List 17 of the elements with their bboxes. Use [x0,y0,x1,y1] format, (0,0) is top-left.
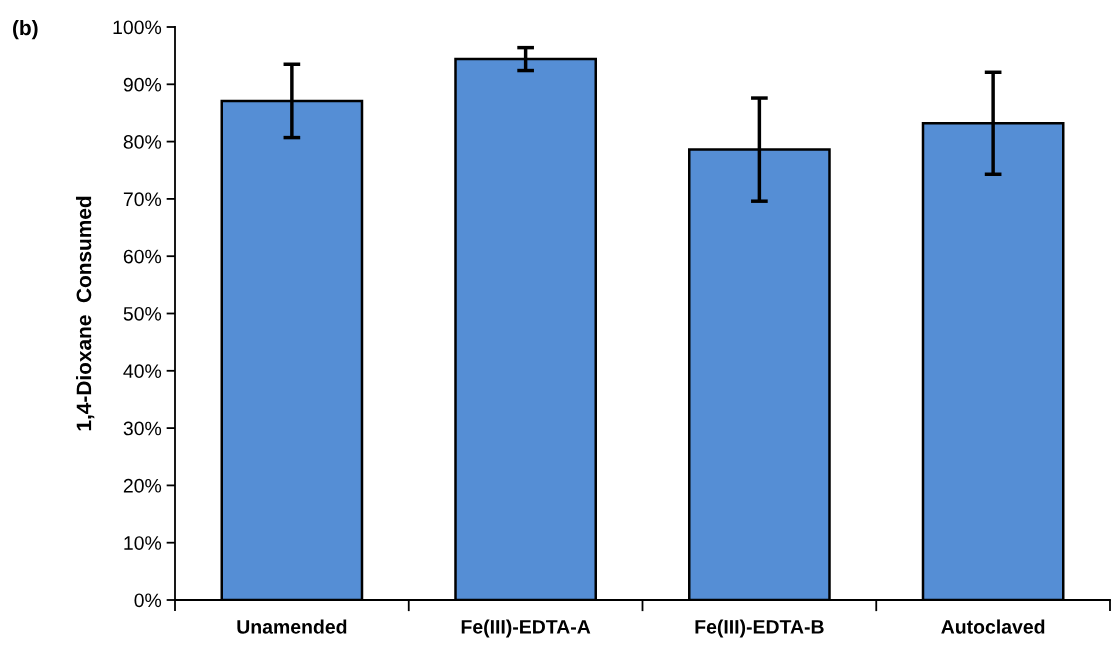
y-tick-label: 60% [123,249,162,264]
y-tick-label: 0% [134,593,162,608]
y-tick-label: 30% [123,421,162,436]
x-tick-label: Fe(III)-EDTA-B [695,619,824,638]
y-tick-label: 20% [123,478,162,493]
x-tick-label: Autoclaved [941,619,1045,634]
y-tick-label: 100% [113,20,162,35]
y-tick-label: 50% [123,306,162,321]
y-tick-label: 80% [123,135,162,149]
x-tick-label: Fe(III)-EDTA-A [461,619,591,638]
y-axis-title: 1,4-Dioxane Consumed [75,196,95,431]
text: (b) [13,19,38,40]
y-tick-label: 40% [123,364,162,379]
y-tick-label: 70% [123,192,162,207]
y-tick-label: 90% [123,77,162,92]
y-tick-label: 10% [124,536,162,550]
x-tick-label: Unamended [237,619,347,634]
